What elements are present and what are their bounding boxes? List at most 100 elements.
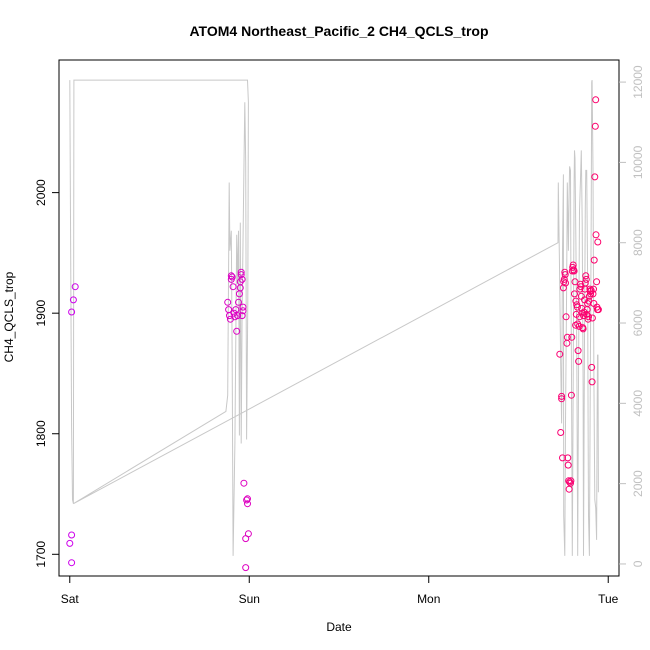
data-point — [564, 454, 572, 462]
data-point — [588, 314, 596, 322]
data-point — [590, 256, 598, 264]
data-point — [235, 298, 242, 306]
data-point — [562, 313, 570, 321]
data-point — [233, 327, 241, 335]
data-point — [561, 268, 569, 276]
y-tick-label: 2000 — [34, 179, 48, 206]
data-point — [579, 325, 587, 333]
data-point — [589, 290, 597, 298]
data-point — [580, 312, 587, 320]
data-point — [592, 231, 600, 239]
data-point — [563, 339, 571, 347]
y2-tick-label: 0 — [631, 560, 645, 567]
data-point — [237, 271, 245, 279]
y2-tick-label: 12000 — [631, 65, 645, 99]
data-point — [71, 283, 79, 291]
x-tick-label: Tue — [598, 592, 619, 606]
data-point — [243, 496, 251, 504]
y2-tick-label: 6000 — [631, 309, 645, 336]
chart-title: ATOM4 Northeast_Pacific_2 CH4_QCLS_trop — [189, 23, 488, 39]
point-layer — [66, 96, 602, 572]
data-point — [588, 363, 596, 371]
data-point — [68, 531, 76, 539]
data-point — [239, 307, 247, 315]
x-tick-label: Sun — [239, 592, 260, 606]
data-point — [238, 275, 246, 283]
y-axis: 1700 1800 1900 2000 — [34, 179, 59, 568]
y2-tick-label: 8000 — [631, 229, 645, 256]
data-point — [230, 309, 238, 317]
y-tick-label: 1700 — [34, 541, 48, 568]
data-point — [591, 173, 599, 181]
y-tick-label: 1800 — [34, 420, 48, 447]
data-point — [582, 272, 590, 280]
data-point — [591, 122, 599, 130]
data-point — [573, 303, 581, 311]
data-point — [582, 275, 590, 283]
data-point — [567, 479, 574, 487]
data-point — [576, 280, 584, 288]
data-point — [565, 485, 573, 493]
data-point — [239, 303, 247, 311]
data-point — [564, 461, 572, 469]
y-tick-label: 1900 — [34, 300, 48, 327]
data-point — [585, 313, 592, 321]
data-point — [558, 392, 566, 400]
data-point — [68, 308, 76, 316]
data-point — [581, 279, 589, 287]
x-tick-label: Sat — [61, 592, 80, 606]
data-point — [584, 315, 592, 323]
data-point — [69, 296, 77, 304]
data-point — [575, 357, 583, 365]
data-point — [229, 283, 237, 291]
data-point — [224, 298, 232, 306]
line-layer — [69, 79, 599, 556]
data-point — [570, 267, 578, 275]
data-point — [235, 290, 243, 298]
data-point — [574, 347, 582, 355]
data-point — [244, 500, 251, 508]
data-point — [594, 306, 602, 314]
data-point — [66, 539, 74, 547]
data-point — [237, 268, 245, 276]
data-point — [68, 559, 76, 567]
data-point — [571, 290, 578, 298]
data-point — [234, 312, 242, 320]
data-point — [242, 564, 250, 572]
y2-tick-label: 10000 — [631, 145, 645, 179]
data-point — [556, 350, 564, 358]
data-point — [557, 429, 565, 436]
data-point — [567, 391, 575, 399]
data-point — [244, 495, 251, 503]
data-point — [563, 333, 571, 341]
data-point — [588, 378, 596, 386]
data-point — [568, 333, 576, 341]
data-point — [560, 275, 568, 283]
data-point — [586, 285, 594, 293]
data-point — [562, 279, 569, 287]
data-point — [238, 312, 246, 320]
data-point — [590, 285, 597, 293]
y2-tick-label: 2000 — [631, 470, 645, 497]
plot-frame — [58, 59, 620, 577]
data-point — [559, 454, 566, 462]
data-point — [240, 479, 248, 487]
data-point — [566, 478, 574, 486]
y2-tick-label: 4000 — [631, 390, 645, 417]
data-point — [561, 271, 569, 279]
y2-axis: 0 2000 4000 6000 8000 10000 12000 — [619, 65, 645, 567]
data-point — [558, 395, 566, 403]
data-point — [567, 477, 575, 485]
data-point — [592, 96, 600, 104]
x-tick-label: Mon — [417, 592, 440, 606]
data-point — [228, 273, 236, 281]
y-axis-label: CH4_QCLS_trop — [2, 271, 16, 362]
x-axis: Sat Sun Mon Tue — [61, 576, 619, 606]
data-point — [593, 278, 601, 286]
data-point — [594, 238, 602, 246]
series-line — [69, 79, 599, 556]
data-point — [227, 272, 235, 280]
data-point — [244, 530, 252, 538]
x-axis-label: Date — [326, 620, 352, 634]
